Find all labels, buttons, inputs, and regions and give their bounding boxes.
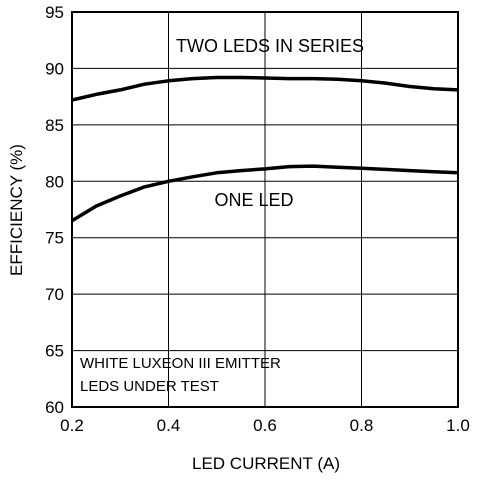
x-tick-label: 0.6 xyxy=(253,416,277,435)
y-tick-label: 90 xyxy=(45,59,64,78)
y-tick-label: 60 xyxy=(45,398,64,417)
x-tick-label: 1.0 xyxy=(446,416,470,435)
tick-labels: 60 65 70 75 80 85 90 95 0.2 0.4 0.6 0.8 1.0 xyxy=(45,3,470,435)
annotation-emitter: WHITE LUXEON III EMITTER xyxy=(80,355,281,372)
annotation-one-led: ONE LED xyxy=(214,190,293,210)
y-axis-title: EFFICIENCY (%) xyxy=(7,144,26,276)
series-line-one-led xyxy=(71,164,459,223)
y-tick-label: 85 xyxy=(45,116,64,135)
x-axis-title: LED CURRENT (A) xyxy=(192,454,340,473)
annotation-two-leds: TWO LEDS IN SERIES xyxy=(176,36,364,56)
x-tick-label: 0.8 xyxy=(350,416,374,435)
y-tick-label: 75 xyxy=(45,229,64,248)
series-lines xyxy=(71,75,459,223)
y-tick-label: 70 xyxy=(45,285,64,304)
x-tick-label: 0.2 xyxy=(60,416,84,435)
y-tick-label: 65 xyxy=(45,342,64,361)
series-line-two-leds xyxy=(71,75,459,102)
x-tick-label: 0.4 xyxy=(157,416,181,435)
annotation-test: LEDS UNDER TEST xyxy=(80,378,219,395)
plot-frame xyxy=(71,11,459,408)
y-tick-label: 80 xyxy=(45,172,64,191)
y-tick-label: 95 xyxy=(45,3,64,22)
